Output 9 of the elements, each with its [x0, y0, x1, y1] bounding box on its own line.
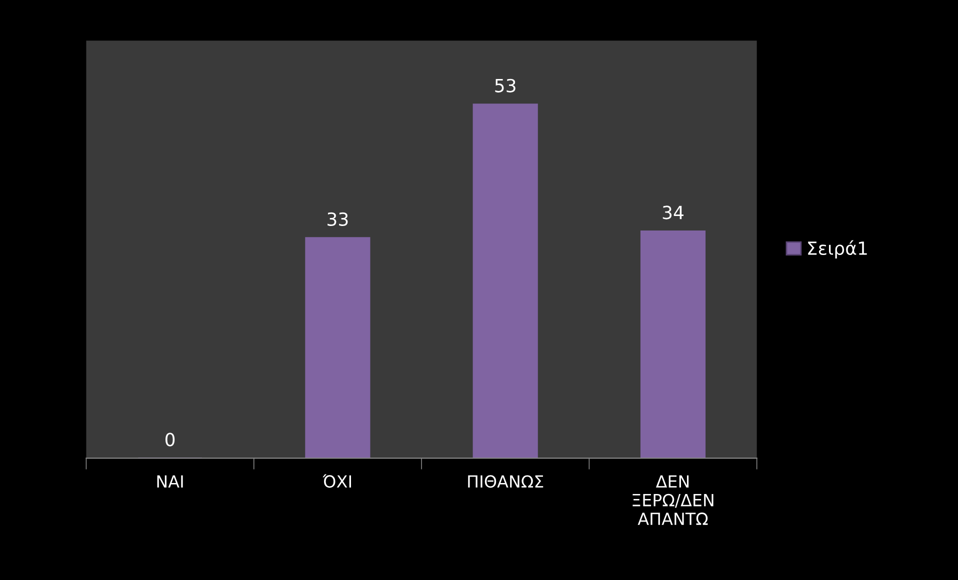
- data-label: 0: [165, 432, 175, 446]
- x-tick-label: ΠΙΘΑΝΩΣ: [468, 475, 544, 488]
- x-tick-label: ΝΑΙ: [157, 475, 183, 488]
- legend-label: Σειρά1: [808, 240, 867, 258]
- x-tick-label: ΔΕΝ ΞΕΡΩ/ΔΕΝ ΑΠΑΝΤΩ: [632, 475, 714, 525]
- data-label: 33: [328, 212, 348, 226]
- data-label: 34: [662, 206, 684, 220]
- data-label: 53: [495, 78, 516, 92]
- x-tick-label: ΌΧΙ: [322, 474, 351, 488]
